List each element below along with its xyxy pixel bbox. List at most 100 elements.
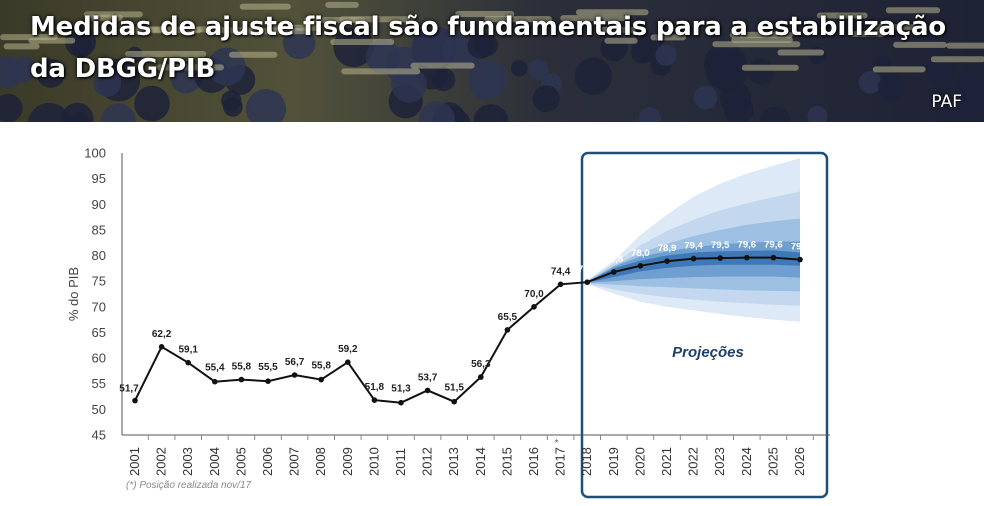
data-point [505, 327, 511, 333]
data-label: 79,2 [791, 242, 810, 253]
page-title: Medidas de ajuste fiscal são fundamentai… [30, 6, 950, 90]
footnote: (*) Posição realizada nov/17 [126, 480, 251, 491]
x-tick-label: 2017 [553, 447, 568, 476]
banner-bead [246, 89, 286, 122]
x-tick-label: 2023 [712, 447, 727, 476]
y-tick-label: 80 [92, 248, 106, 263]
y-tick-label: 95 [92, 171, 106, 186]
x-tick-label: 2010 [366, 447, 381, 476]
data-label: 79,4 [684, 241, 703, 252]
header-banner: Medidas de ajuste fiscal são fundamentai… [0, 0, 984, 122]
data-point [744, 255, 750, 261]
data-point [345, 359, 351, 365]
data-label: 76,8 [605, 254, 624, 265]
data-label: 55,8 [232, 362, 252, 373]
x-tick-label: 2005 [233, 447, 248, 476]
x-tick-label: 2002 [154, 447, 169, 476]
data-point [611, 269, 617, 275]
x-tick-label: 2021 [659, 447, 674, 476]
data-label: 59,2 [338, 344, 358, 355]
data-label: 51,5 [444, 383, 464, 394]
x-tick-label: 2012 [420, 447, 435, 476]
data-label: 56,3 [471, 359, 491, 370]
banner-bead [639, 107, 661, 122]
data-point [691, 256, 697, 262]
data-label: 51,3 [391, 384, 411, 395]
data-label: 79,5 [711, 240, 730, 251]
data-label: 70,0 [524, 289, 544, 300]
data-point [212, 379, 218, 385]
x-tick-label: 2014 [473, 447, 488, 476]
banner-strand [946, 43, 984, 49]
banner-bead [223, 97, 243, 117]
data-point [638, 263, 644, 269]
data-point [292, 372, 298, 378]
data-point [531, 304, 537, 310]
data-label: 56,7 [285, 357, 305, 368]
data-point [398, 400, 404, 406]
data-point [558, 282, 564, 288]
data-point [132, 398, 138, 404]
data-point [584, 279, 590, 285]
projection-label: Projeções [672, 344, 744, 361]
data-label: 55,4 [205, 363, 225, 374]
x-tick-label: 2015 [499, 447, 514, 476]
x-tick-label: 2008 [313, 447, 328, 476]
data-label: 65,5 [498, 312, 518, 323]
data-label: 55,5 [258, 362, 278, 373]
data-label: 62,2 [152, 329, 172, 340]
data-label: 74,8 [578, 264, 597, 275]
banner-bead [101, 104, 136, 122]
x-tick-label: 2026 [792, 447, 807, 476]
y-tick-label: 85 [92, 222, 106, 237]
data-point [797, 257, 803, 263]
y-tick-label: 90 [92, 197, 106, 212]
data-label: 79,6 [738, 240, 757, 251]
x-tick-label: 2006 [260, 447, 275, 476]
y-tick-label: 75 [92, 274, 106, 289]
data-label: 78,9 [658, 243, 677, 254]
x-tick-label: 2003 [180, 447, 195, 476]
data-point [185, 360, 191, 366]
x-tick-label: 2016 [526, 447, 541, 476]
y-tick-label: 100 [84, 146, 106, 161]
data-point [372, 397, 378, 403]
banner-bead [28, 103, 71, 122]
x-tick-label: 2009 [340, 447, 355, 476]
banner-bead [759, 107, 790, 122]
x-tick-label: 2022 [686, 447, 701, 476]
banner-bead [134, 86, 170, 122]
y-axis-title: % do PIB [66, 267, 81, 321]
data-point [239, 377, 245, 383]
data-point [717, 255, 723, 261]
data-point [478, 374, 484, 380]
data-point [318, 377, 324, 383]
data-label: 51,8 [365, 382, 385, 393]
data-point [451, 399, 457, 405]
y-tick-label: 70 [92, 299, 106, 314]
x-tick-label: 2025 [765, 447, 780, 476]
data-label: 51,7 [119, 384, 139, 395]
x-tick-label: 2013 [446, 447, 461, 476]
y-tick-label: 50 [92, 402, 106, 417]
x-tick-label: 2020 [632, 447, 647, 476]
data-point [159, 344, 165, 350]
x-tick-note: * [555, 438, 559, 449]
data-label: 78,0 [631, 248, 650, 259]
header-tag: PAF [931, 92, 962, 112]
x-tick-label: 2011 [393, 448, 408, 476]
y-tick-label: 65 [92, 325, 106, 340]
x-tick-label: 2004 [207, 447, 222, 476]
data-label: 79,6 [764, 240, 783, 251]
x-tick-label: 2024 [739, 447, 754, 476]
data-label: 53,7 [418, 372, 438, 383]
x-tick-label: 2019 [606, 447, 621, 476]
banner-bead [0, 94, 23, 122]
data-point [771, 255, 777, 261]
data-point [425, 388, 431, 394]
data-label: 74,4 [551, 266, 571, 277]
banner-bead [964, 89, 984, 109]
data-point [664, 258, 670, 264]
